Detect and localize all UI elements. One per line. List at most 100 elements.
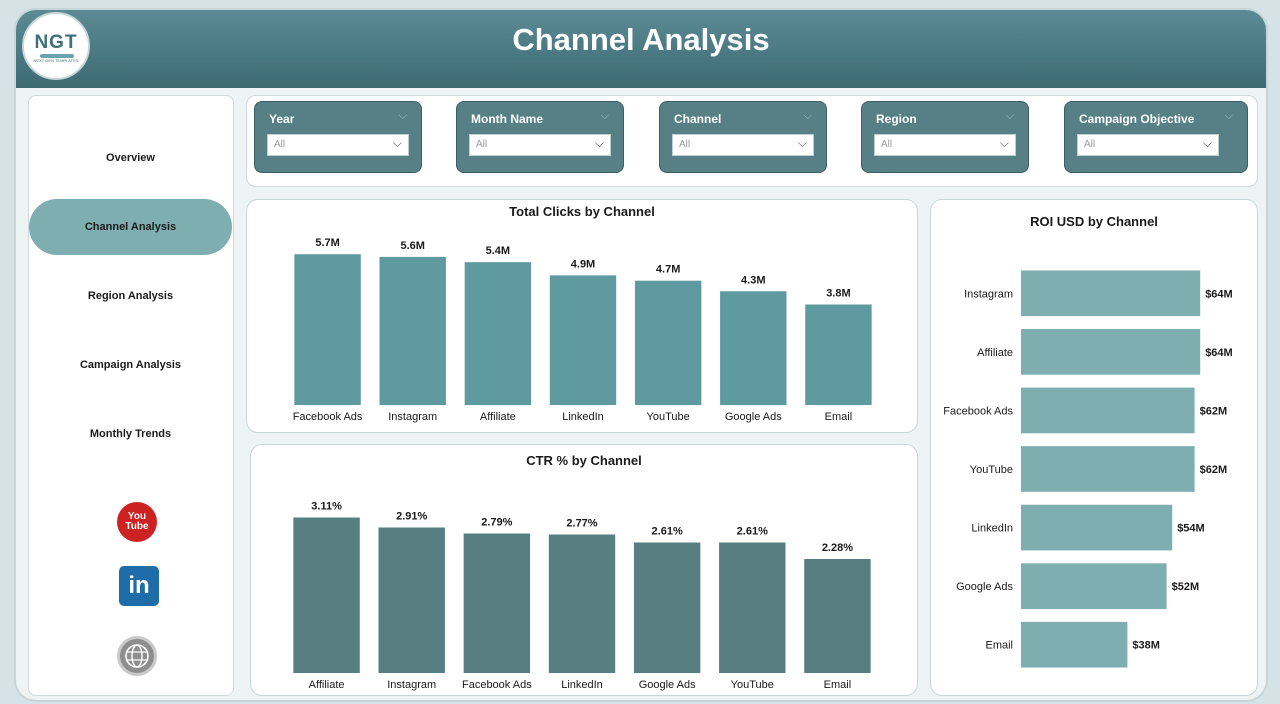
channel-dropdown[interactable]: All ⌵ xyxy=(672,134,814,156)
x-tick-label: Instagram xyxy=(388,411,437,423)
slicer-title: Channel xyxy=(674,112,722,126)
dropdown-value: All xyxy=(679,139,691,150)
roi-chart-card: ROI USD by Channel Instagram $64M Affiliat… xyxy=(930,199,1258,696)
x-tick-label: LinkedIn xyxy=(562,411,604,423)
logo-mark: NGT xyxy=(34,32,78,53)
y-tick-label: Facebook Ads xyxy=(943,405,1013,417)
x-tick-label: Google Ads xyxy=(725,411,782,423)
data-label: 3.8M xyxy=(826,287,850,299)
dropdown-value: All xyxy=(274,139,286,150)
chart-bar xyxy=(633,542,701,673)
chart-title: Total Clicks by Channel xyxy=(509,204,655,219)
nav-item-channel-analysis[interactable]: Channel Analysis xyxy=(29,199,232,255)
chart-bar xyxy=(634,280,702,405)
slicer-month-name[interactable]: Month Name ⌵ All ⌵ xyxy=(456,101,624,173)
ctr-chart-card: CTR % by Channel 3.11% Affiliate 2.91% Inst… xyxy=(250,444,918,696)
y-tick-label: LinkedIn xyxy=(971,523,1013,535)
region-dropdown[interactable]: All ⌵ xyxy=(874,134,1016,156)
nav-item-overview[interactable]: Overview xyxy=(106,152,155,164)
x-tick-label: Affiliate xyxy=(480,411,516,423)
chart-bar xyxy=(548,534,616,673)
data-label: 2.91% xyxy=(396,511,427,523)
filter-panel: Year ⌵ All ⌵ Month Name ⌵ All ⌵ Channel ⌵ … xyxy=(246,95,1258,187)
x-tick-label: YouTube xyxy=(731,679,774,691)
page-title: Channel Analysis xyxy=(512,22,770,57)
slicer-region[interactable]: Region ⌵ All ⌵ xyxy=(861,101,1029,173)
chart-bar xyxy=(464,262,532,405)
x-tick-label: Google Ads xyxy=(639,679,696,691)
chevron-down-icon[interactable]: ⌵ xyxy=(1224,110,1233,122)
slicer-channel[interactable]: Channel ⌵ All ⌵ xyxy=(659,101,827,173)
chart-bar xyxy=(1021,621,1128,668)
chevron-down-icon[interactable]: ⌵ xyxy=(398,110,407,122)
data-label: 5.4M xyxy=(486,245,510,257)
clicks-bar-chart: 5.7M Facebook Ads 5.6M Instagram 5.4M Affilia… xyxy=(293,237,872,423)
chevron-down-icon[interactable]: ⌵ xyxy=(1005,110,1014,122)
data-label: $62M xyxy=(1200,405,1228,417)
data-label: 2.61% xyxy=(737,526,768,538)
data-label: 4.7M xyxy=(656,264,680,276)
year-dropdown[interactable]: All ⌵ xyxy=(267,134,409,156)
dropdown-value: All xyxy=(881,139,893,150)
chevron-down-icon[interactable]: ⌵ xyxy=(600,110,609,122)
data-label: $64M xyxy=(1205,288,1233,300)
y-tick-label: Google Ads xyxy=(956,581,1013,593)
data-label: $64M xyxy=(1205,347,1233,359)
x-tick-label: Facebook Ads xyxy=(293,411,363,423)
x-tick-label: Instagram xyxy=(387,679,436,691)
data-label: $52M xyxy=(1172,581,1200,593)
y-tick-label: Email xyxy=(985,640,1013,652)
chevron-down-icon[interactable]: ⌵ xyxy=(803,110,812,122)
campaign-objective-dropdown[interactable]: All ⌵ xyxy=(1077,134,1219,156)
logo-swoosh xyxy=(40,54,74,58)
chart-bar xyxy=(1021,446,1195,492)
slicer-title: Campaign Objective xyxy=(1079,112,1195,126)
data-label: $54M xyxy=(1177,523,1205,535)
slicer-title: Month Name xyxy=(471,112,543,126)
chevron-down-icon[interactable]: ⌵ xyxy=(1202,136,1212,150)
nav-item-monthly-trends[interactable]: Monthly Trends xyxy=(89,428,172,440)
chevron-down-icon[interactable]: ⌵ xyxy=(392,136,402,150)
roi-bar-chart: Instagram $64M Affiliate $64M Facebook Ads $6… xyxy=(943,270,1233,668)
data-label: 2.28% xyxy=(822,542,853,554)
x-tick-label: YouTube xyxy=(647,411,690,423)
y-tick-label: Affiliate xyxy=(977,347,1013,359)
chart-bar xyxy=(805,304,872,405)
data-label: 4.3M xyxy=(741,274,765,286)
slicer-year[interactable]: Year ⌵ All ⌵ xyxy=(254,101,422,173)
x-tick-label: Email xyxy=(825,411,853,423)
chart-title: ROI USD by Channel xyxy=(1030,214,1158,229)
chart-bar xyxy=(1021,387,1195,434)
chart-bar xyxy=(1021,329,1201,375)
data-label: 2.77% xyxy=(566,518,597,530)
data-label: 5.7M xyxy=(315,237,339,249)
nav-item-region-analysis[interactable]: Region Analysis xyxy=(87,290,174,302)
chart-bar xyxy=(1021,270,1201,317)
chevron-down-icon[interactable]: ⌵ xyxy=(797,136,807,150)
chart-bar xyxy=(719,542,786,673)
slicer-title: Region xyxy=(876,112,917,126)
dashboard-frame: NGT NEXT GEN TEMPLATES Channel Analysis … xyxy=(14,8,1268,702)
month-dropdown[interactable]: All ⌵ xyxy=(469,134,611,156)
y-tick-label: Instagram xyxy=(964,288,1013,300)
chart-bar xyxy=(294,254,361,405)
chevron-down-icon[interactable]: ⌵ xyxy=(594,136,604,150)
chart-bar xyxy=(293,517,360,673)
chart-title: CTR % by Channel xyxy=(526,453,642,468)
data-label: 4.9M xyxy=(571,258,595,270)
youtube-icon[interactable]: You Tube xyxy=(117,502,157,542)
dropdown-value: All xyxy=(1084,139,1096,150)
x-tick-label: Affiliate xyxy=(309,679,345,691)
chart-bar xyxy=(720,291,787,405)
data-label: $62M xyxy=(1200,464,1228,476)
dropdown-value: All xyxy=(476,139,488,150)
logo-subtext: NEXT GEN TEMPLATES xyxy=(33,58,79,63)
x-tick-label: Facebook Ads xyxy=(462,679,532,691)
chart-bar xyxy=(549,275,617,405)
chevron-down-icon[interactable]: ⌵ xyxy=(999,136,1009,150)
linkedin-icon[interactable]: in xyxy=(119,566,159,606)
slicer-campaign-objective[interactable]: Campaign Objective ⌵ All ⌵ xyxy=(1064,101,1248,173)
clicks-chart-card: Total Clicks by Channel 5.7M Facebook Ads… xyxy=(246,199,918,433)
nav-item-campaign-analysis[interactable]: Campaign Analysis xyxy=(79,359,182,371)
www-globe-icon[interactable] xyxy=(117,636,157,676)
